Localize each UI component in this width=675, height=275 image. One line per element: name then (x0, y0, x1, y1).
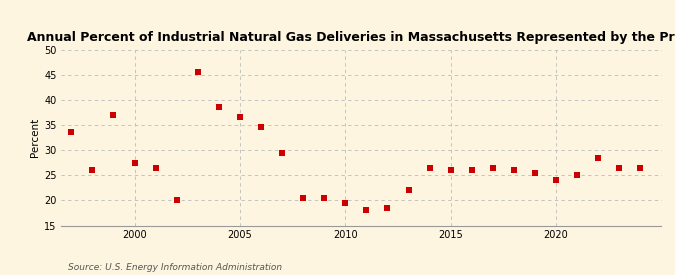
Point (87, 168, 98, 172)
Point (614, 166, 625, 170)
Point (234, 115, 245, 120)
Point (361, 208, 372, 213)
Point (446, 168, 456, 172)
Point (487, 166, 498, 170)
Point (108, 113, 119, 117)
Point (192, 70, 203, 74)
Point (530, 170, 541, 175)
Point (382, 206, 393, 210)
Point (277, 150, 288, 155)
Point (635, 166, 646, 170)
Point (466, 168, 477, 172)
Y-axis label: Percent: Percent (30, 118, 40, 157)
Point (171, 198, 182, 203)
Title: Annual Percent of Industrial Natural Gas Deliveries in Massachusetts Represented: Annual Percent of Industrial Natural Gas… (27, 31, 675, 44)
Point (151, 166, 161, 170)
Point (66, 130, 77, 135)
Point (551, 178, 562, 182)
Point (319, 196, 329, 200)
Point (340, 201, 351, 205)
Text: Source: U.S. Energy Information Administration: Source: U.S. Energy Information Administ… (68, 263, 281, 272)
Point (213, 105, 224, 109)
Point (593, 155, 603, 160)
Point (298, 196, 308, 200)
Point (256, 125, 267, 130)
Point (403, 188, 414, 192)
Point (129, 160, 140, 165)
Point (508, 168, 519, 172)
Point (572, 173, 583, 177)
Point (424, 166, 435, 170)
